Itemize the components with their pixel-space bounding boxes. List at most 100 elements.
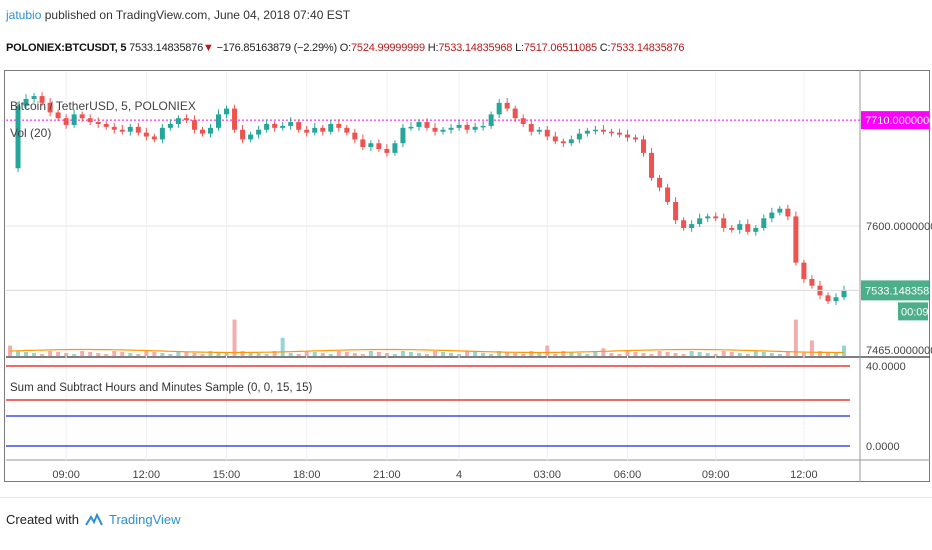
volume-bar	[416, 353, 421, 356]
volume-bar	[304, 351, 309, 356]
volume-bar	[705, 353, 710, 356]
volume-bar	[160, 353, 165, 356]
volume-bar	[96, 353, 101, 356]
candle-body	[216, 114, 221, 128]
volume-bar	[352, 353, 357, 356]
candle-body	[761, 218, 767, 228]
candle-body	[841, 290, 847, 298]
candle-body	[633, 137, 638, 140]
volume-bar	[392, 354, 397, 356]
candle-body	[424, 122, 430, 128]
volume-bar	[312, 352, 317, 356]
candle-body	[600, 129, 606, 132]
candle-body	[256, 129, 262, 135]
candle-body	[264, 123, 270, 130]
volume-bar	[56, 352, 61, 356]
chart-frame[interactable]	[4, 70, 930, 482]
candle-body	[737, 224, 743, 230]
candle-body	[191, 120, 197, 130]
volume-bar	[176, 351, 181, 356]
volume-bar	[521, 354, 526, 356]
volume-bar	[80, 351, 85, 356]
symbol-name: POLONIEX:BTCUSDT, 5	[6, 42, 127, 54]
candle-body	[560, 141, 566, 144]
volume-bar	[793, 319, 798, 356]
candle-body	[649, 152, 655, 178]
candle-body	[151, 136, 157, 140]
volume-bar	[761, 352, 766, 356]
candle-body	[248, 134, 254, 140]
open-label: O:	[339, 42, 352, 54]
candle-body	[745, 224, 751, 232]
volume-bar	[16, 351, 21, 356]
x-tick-label: 18:00	[293, 469, 321, 481]
candle-body	[15, 105, 21, 169]
candle-body	[496, 102, 502, 115]
tradingview-logo-icon	[85, 512, 103, 526]
volume-bar	[785, 351, 790, 356]
volume-bar	[465, 351, 470, 356]
author-link[interactable]: jatubio	[6, 8, 42, 22]
tradingview-brand[interactable]: TradingView	[108, 512, 181, 527]
candle-body	[23, 98, 29, 106]
volume-bar	[384, 353, 389, 356]
low-value: 7517.06511085	[523, 42, 597, 54]
candle-body	[568, 139, 574, 144]
candle-body	[801, 262, 807, 279]
candle-body	[312, 127, 318, 133]
x-tick-label: 4	[456, 469, 462, 481]
candle-body	[432, 127, 438, 132]
candle-body	[657, 177, 663, 188]
candle-body	[592, 129, 598, 132]
candle-body	[616, 132, 622, 135]
candle-body	[232, 108, 238, 130]
candle-body	[713, 216, 719, 219]
price-line-label: 7710.00000000	[865, 115, 932, 127]
volume-bar	[481, 353, 486, 356]
volume-label: Vol (20)	[10, 126, 51, 140]
volume-bar	[216, 352, 221, 356]
candle-body	[833, 297, 839, 302]
volume-bar	[593, 351, 598, 356]
volume-bar	[120, 352, 125, 356]
volume-bar	[745, 354, 750, 356]
volume-bar	[40, 354, 45, 356]
volume-bar	[328, 354, 333, 356]
volume-bar	[296, 354, 301, 356]
volume-bar	[657, 351, 662, 356]
volume-bar	[344, 352, 349, 356]
candle-body	[55, 112, 61, 119]
x-tick-label: 12:00	[133, 469, 161, 481]
price-chart[interactable]: 09:00 12:00 15:00 18:00 21:00 4 03:00 06:00 09:0…	[0, 0, 932, 500]
candle-body	[199, 129, 205, 134]
volume-bar	[817, 351, 822, 356]
candle-body	[721, 218, 727, 228]
candle-body	[624, 134, 630, 138]
volume-bar	[425, 354, 429, 356]
volume-bar	[48, 351, 53, 356]
candle-body	[689, 224, 695, 228]
volume-bar	[408, 352, 413, 356]
volume-bar	[489, 354, 494, 356]
volume-bar	[561, 351, 566, 356]
countdown-label: 00:09	[901, 306, 929, 318]
indicator-tick: 40.0000	[866, 361, 906, 373]
volume-bar	[72, 354, 77, 356]
countdown-box	[898, 302, 928, 321]
volume-bar	[697, 352, 702, 356]
high-value: 7533.14835968	[438, 42, 513, 54]
volume-bar	[665, 352, 670, 356]
candle-body	[167, 123, 173, 128]
volume-ma-line	[9, 348, 844, 354]
volume-bar	[112, 351, 117, 356]
volume-bar	[152, 352, 157, 356]
last-price-label-box	[861, 280, 929, 301]
volume-bar	[809, 340, 814, 356]
volume-bar	[737, 353, 742, 356]
candle-body	[280, 125, 286, 128]
volume-bar	[32, 353, 37, 356]
candle-body	[520, 118, 526, 124]
volume-bar	[529, 351, 534, 356]
volume-bar	[256, 353, 261, 356]
down-arrow-icon: ▼	[203, 42, 214, 54]
